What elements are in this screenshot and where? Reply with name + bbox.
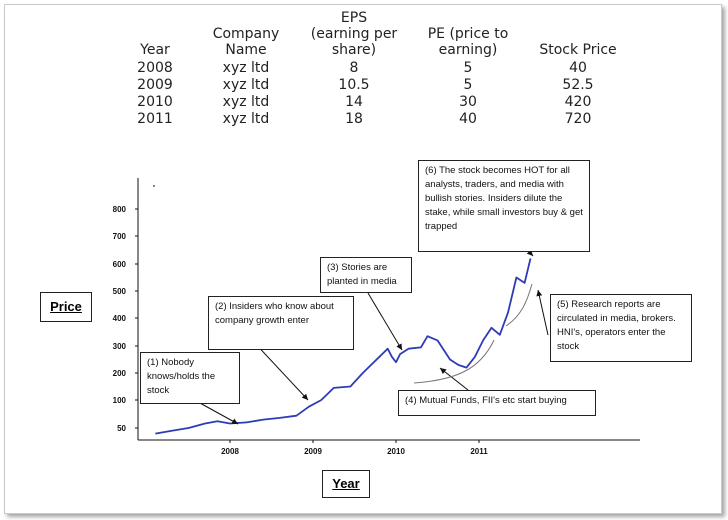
- table-header-year: Year: [140, 42, 170, 58]
- y-tick-label: 500: [113, 287, 127, 296]
- table-cell: 420: [564, 94, 592, 110]
- table-cell: 2010: [137, 94, 173, 110]
- annotation-arrow-4: [439, 367, 469, 391]
- annotation-6: (6) The stock becomes HOT for all analys…: [418, 160, 590, 252]
- chart-axes: [137, 178, 640, 441]
- y-axis-label: Price: [40, 292, 92, 322]
- y-tick-label: 200: [113, 369, 127, 378]
- chart-ticks: 50 100 200 300 400 500 600 700 800 2008 2009 2010 20…: [113, 205, 489, 456]
- annotation-2: (2) Insiders who know about company grow…: [208, 296, 354, 350]
- x-tick-label: 2008: [221, 447, 239, 456]
- table-cell: xyz ltd: [222, 60, 270, 76]
- annotation-3: (3) Stories are planted in media: [320, 257, 412, 293]
- table-header-company: Company Name: [212, 26, 280, 58]
- annotation-arrow-3: [367, 292, 403, 351]
- trend-arc-lower: [413, 339, 495, 384]
- annotation-arrow-2: [251, 339, 309, 401]
- annotation-4: (4) Mutual Funds, FII's etc start buying: [398, 390, 596, 416]
- x-tick-label: 2010: [387, 447, 405, 456]
- table-cell: 720: [564, 111, 592, 127]
- table-cell: 40: [459, 111, 477, 127]
- table-cell: 18: [345, 111, 363, 127]
- table-cell: xyz ltd: [222, 111, 270, 127]
- trend-arc-upper: [505, 283, 533, 327]
- annotation-5: (5) Research reports are circulated in m…: [550, 294, 692, 362]
- table-header-pe: PE (price to earning): [427, 26, 509, 58]
- y-tick-label: 100: [113, 396, 127, 405]
- annotation-1: (1) Nobody knows/holds the stock: [140, 352, 240, 404]
- table-cell: 8: [349, 60, 359, 76]
- stray-dot: [153, 185, 155, 187]
- x-tick-label: 2011: [470, 447, 488, 456]
- x-axis-label: Year: [322, 470, 370, 498]
- table-cell: 2008: [137, 60, 173, 76]
- price-series-line: [155, 258, 532, 435]
- y-tick-label: 600: [113, 260, 127, 269]
- chart-series: [153, 185, 532, 435]
- table-cell: 52.5: [562, 77, 594, 93]
- table-cell: 2009: [137, 77, 173, 93]
- y-tick-label: 300: [113, 342, 127, 351]
- table-header-price: Stock Price: [539, 42, 617, 58]
- y-tick-label: 400: [113, 314, 127, 323]
- table-cell: xyz ltd: [222, 77, 270, 93]
- y-tick-label: 50: [117, 424, 126, 433]
- y-tick-label: 800: [113, 205, 127, 214]
- x-tick-label: 2009: [304, 447, 322, 456]
- y-tick-label: 700: [113, 232, 127, 241]
- table-cell: xyz ltd: [222, 94, 270, 110]
- table-cell: 10.5: [338, 77, 370, 93]
- data-table: Year Company Name EPS (earning per share…: [0, 0, 728, 140]
- table-header-eps: EPS (earning per share): [310, 10, 398, 58]
- table-cell: 14: [345, 94, 363, 110]
- table-cell: 30: [459, 94, 477, 110]
- table-cell: 5: [463, 77, 473, 93]
- table-cell: 5: [463, 60, 473, 76]
- annotation-arrow-5: [536, 289, 549, 336]
- table-cell: 2011: [137, 111, 173, 127]
- table-cell: 40: [569, 60, 587, 76]
